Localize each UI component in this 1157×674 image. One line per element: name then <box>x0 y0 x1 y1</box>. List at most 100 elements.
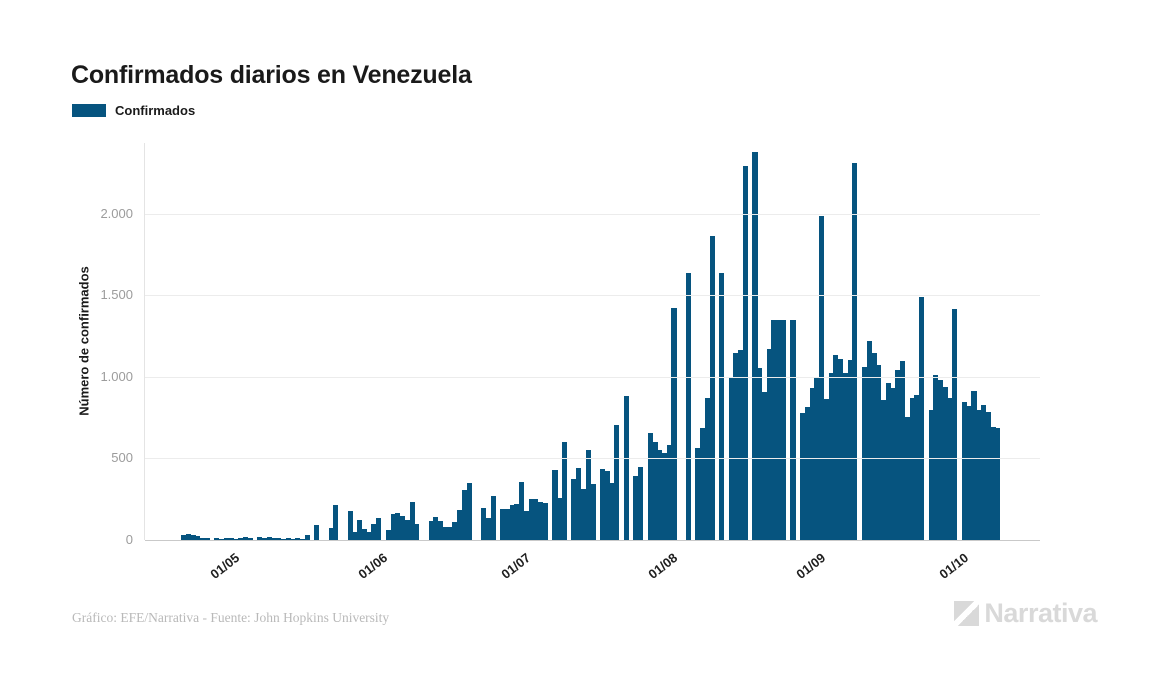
bar[interactable] <box>742 165 748 540</box>
bar[interactable] <box>438 520 444 540</box>
bar[interactable] <box>276 538 282 540</box>
bar[interactable] <box>366 531 372 540</box>
bar[interactable] <box>523 510 529 540</box>
bar[interactable] <box>557 497 563 540</box>
bar[interactable] <box>533 499 539 540</box>
bar[interactable] <box>704 398 710 540</box>
bar[interactable] <box>304 535 310 540</box>
bar[interactable] <box>938 380 944 540</box>
bar[interactable] <box>985 412 991 540</box>
bar[interactable] <box>604 470 610 540</box>
bar[interactable] <box>585 450 591 540</box>
bar[interactable] <box>328 527 334 540</box>
bar[interactable] <box>657 450 663 540</box>
bar[interactable] <box>800 412 806 540</box>
bar[interactable] <box>542 502 548 540</box>
bar[interactable] <box>852 163 858 540</box>
bar[interactable] <box>580 489 587 540</box>
bar[interactable] <box>361 528 368 540</box>
bar[interactable] <box>719 272 725 540</box>
bar[interactable] <box>900 360 906 540</box>
bar[interactable] <box>590 483 596 540</box>
bar[interactable] <box>561 442 568 540</box>
bar[interactable] <box>414 523 420 540</box>
bar[interactable] <box>228 537 234 540</box>
bar[interactable] <box>247 538 253 540</box>
bar[interactable] <box>500 509 506 540</box>
bar[interactable] <box>185 533 191 540</box>
bar[interactable] <box>271 538 277 540</box>
bar[interactable] <box>390 513 396 540</box>
bar[interactable] <box>204 538 210 540</box>
bar[interactable] <box>638 466 644 540</box>
bar[interactable] <box>457 510 463 540</box>
bar[interactable] <box>461 489 468 540</box>
bar[interactable] <box>376 518 382 540</box>
bar[interactable] <box>838 359 844 540</box>
bar[interactable] <box>933 375 939 540</box>
bar[interactable] <box>780 319 787 540</box>
bar[interactable] <box>181 535 187 540</box>
bar[interactable] <box>738 350 744 540</box>
bar[interactable] <box>614 425 620 540</box>
bar[interactable] <box>842 372 848 540</box>
bar[interactable] <box>776 319 782 540</box>
bar[interactable] <box>347 510 353 540</box>
bar[interactable] <box>238 538 244 540</box>
bar[interactable] <box>428 520 434 540</box>
bar[interactable] <box>685 272 691 540</box>
bar[interactable] <box>357 520 363 540</box>
bar[interactable] <box>971 390 977 540</box>
bar[interactable] <box>928 409 934 540</box>
bar[interactable] <box>761 391 768 540</box>
bar[interactable] <box>866 341 872 540</box>
bar[interactable] <box>961 402 968 540</box>
bar[interactable] <box>861 367 868 540</box>
bar[interactable] <box>980 404 987 540</box>
bar[interactable] <box>752 151 758 540</box>
bar[interactable] <box>490 495 496 540</box>
bar[interactable] <box>771 319 777 540</box>
bar[interactable] <box>666 445 672 540</box>
bar[interactable] <box>285 538 291 540</box>
bar[interactable] <box>528 499 534 540</box>
bar[interactable] <box>466 482 472 540</box>
bar[interactable] <box>214 538 220 540</box>
bar[interactable] <box>571 478 577 540</box>
bar[interactable] <box>404 520 410 540</box>
bar[interactable] <box>919 297 925 540</box>
bar[interactable] <box>266 537 272 540</box>
bar[interactable] <box>623 395 629 540</box>
bar[interactable] <box>409 501 415 540</box>
bar[interactable] <box>709 235 715 540</box>
bar[interactable] <box>300 539 306 540</box>
bar[interactable] <box>190 535 196 540</box>
bar[interactable] <box>233 539 239 540</box>
bar[interactable] <box>352 531 358 540</box>
bar[interactable] <box>600 469 606 540</box>
bar[interactable] <box>257 537 263 540</box>
bar[interactable] <box>552 469 558 540</box>
bar[interactable] <box>442 526 448 540</box>
bar[interactable] <box>914 394 920 540</box>
bar[interactable] <box>700 427 706 540</box>
bar[interactable] <box>223 538 229 540</box>
bar[interactable] <box>695 447 701 540</box>
bar[interactable] <box>242 537 248 540</box>
bar[interactable] <box>200 538 206 540</box>
bar[interactable] <box>509 504 515 540</box>
bar[interactable] <box>966 406 972 540</box>
bar[interactable] <box>400 516 406 540</box>
bar[interactable] <box>995 427 1001 540</box>
bar[interactable] <box>295 538 301 540</box>
bar[interactable] <box>671 307 677 540</box>
bar[interactable] <box>909 398 915 540</box>
bar[interactable] <box>833 354 839 540</box>
bar[interactable] <box>433 517 439 540</box>
bar[interactable] <box>885 382 891 540</box>
bar[interactable] <box>766 349 772 540</box>
bar[interactable] <box>823 398 829 540</box>
bar[interactable] <box>538 502 544 540</box>
bar[interactable] <box>895 370 901 540</box>
bar[interactable] <box>942 386 948 540</box>
